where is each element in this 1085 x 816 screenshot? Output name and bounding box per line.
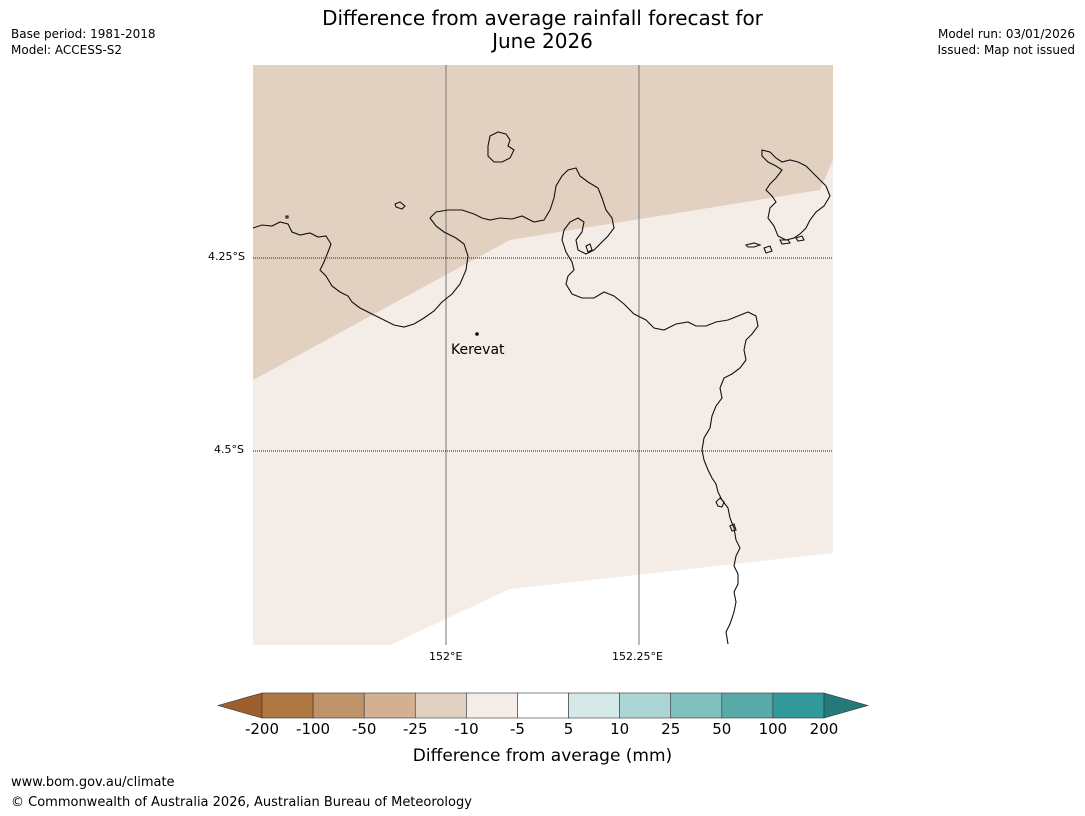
colorbar-segment [517,692,569,719]
colorbar-segment [466,692,518,719]
model-run: Model run: 03/01/2026 [937,27,1075,41]
colorbar-tick-label: 100 [758,720,788,738]
colorbar-tick-label: 50 [712,720,732,738]
colorbar-title: Difference from average (mm) [412,746,673,766]
base-period: Base period: 1981-2018 [11,27,156,41]
kerevat-marker [475,332,479,336]
footer-copyright: © Commonwealth of Australia 2026, Austra… [11,795,472,810]
colorbar-segment [414,692,467,719]
issued-status: Issued: Map not issued [937,43,1075,57]
region-minus25-minus10 [253,65,833,380]
place-label-kerevat: Kerevat [451,342,505,358]
colorbar-tick-label: -25 [403,720,428,738]
map-title: Difference from average rainfall forecas… [0,7,1085,53]
colorbar-segment [670,692,723,719]
meta-left: Base period: 1981-2018 Model: ACCESS-S2 [11,26,156,58]
colorbar-tick-label: -50 [351,720,377,738]
footer-url[interactable]: www.bom.gov.au/climate [11,775,175,790]
colorbar-tick-label: 10 [610,720,630,738]
coastline [252,131,831,645]
colorbar-segment [363,692,416,719]
colorbar-segment [619,692,672,719]
colorbar-segment [568,692,620,719]
colorbar-segment [261,692,314,719]
colorbar-tick-label: -200 [244,720,280,738]
colorbar-segment [772,692,825,719]
colorbar-arrow-low [216,692,263,719]
lon-label-152: 152°E [429,650,463,663]
model-name: Model: ACCESS-S2 [11,43,123,57]
colorbar-tick-label: 200 [809,720,839,738]
colorbar-tick-label: -5 [509,720,525,738]
colorbar-arrow-high [823,692,870,719]
meta-right: Model run: 03/01/2026 Issued: Map not is… [937,26,1075,58]
colorbar-tick-label: -10 [454,720,479,738]
colorbar-tick-label: 25 [661,720,681,738]
colorbar-segment [312,692,365,719]
colorbar-segment [721,692,774,719]
lon-label-152-25: 152.25°E [612,650,663,663]
colorbar-tick-label: -100 [296,720,331,738]
lat-label-4-5: 4.5°S [214,443,244,456]
map-title-line1: Difference from average rainfall forecas… [322,6,763,30]
lat-label-4-25: 4.25°S [208,250,245,263]
map-title-line2: June 2026 [492,29,593,53]
colorbar-tick-label: 5 [563,720,574,738]
region-minus10-minus5 [253,160,833,645]
